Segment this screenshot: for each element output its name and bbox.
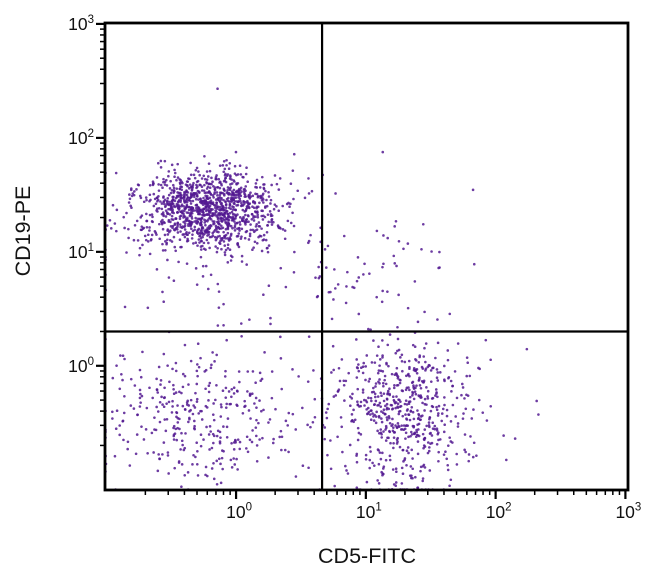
x-axis-label: CD5-FITC (318, 544, 416, 568)
y-tick-label-10e0: 100 (68, 356, 94, 376)
x-tick-label-10e0: 100 (226, 502, 252, 523)
axis-tick-labels: 100 101 102 103 100 101 102 103 (68, 14, 641, 522)
x-tick-label-10e2: 102 (486, 502, 512, 523)
y-axis-label: CD19-PE (11, 185, 35, 277)
x-tick-label-10e3: 103 (615, 502, 641, 523)
y-tick-label-10e1: 101 (68, 242, 94, 262)
y-tick-label-10e3: 103 (68, 14, 94, 34)
y-tick-label-10e2: 102 (68, 128, 94, 148)
axis-tick-marks (96, 22, 627, 499)
x-tick-label-10e1: 101 (356, 502, 382, 523)
scatter-dots-canvas (105, 23, 628, 490)
plot-border (103, 21, 630, 492)
quadrant-gates (105, 23, 628, 490)
